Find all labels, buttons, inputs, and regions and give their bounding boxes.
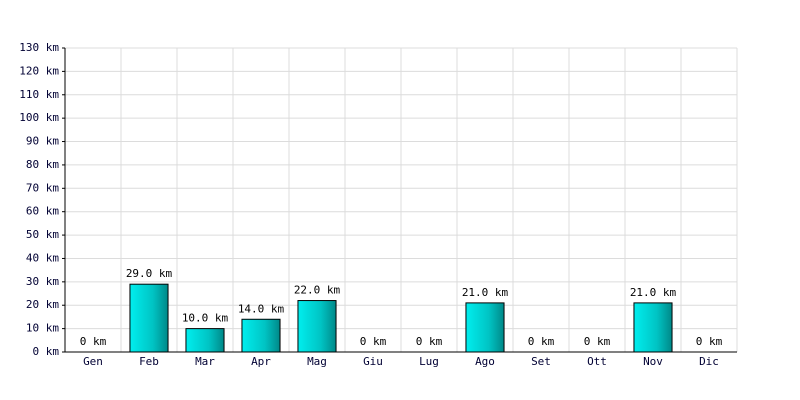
y-tick-label: 20 km: [26, 298, 59, 311]
x-tick-label: Ott: [587, 355, 607, 368]
x-tick-label: Ago: [475, 355, 495, 368]
value-label: 0 km: [584, 335, 611, 348]
x-tick-label: Set: [531, 355, 551, 368]
bar: [633, 302, 673, 353]
y-tick-label: 70 km: [26, 181, 59, 194]
x-tick-label: Apr: [251, 355, 271, 368]
bar: [297, 300, 337, 353]
x-tick-label: Mag: [307, 355, 327, 368]
value-label: 10.0 km: [182, 312, 229, 325]
value-label: 0 km: [416, 335, 443, 348]
value-label: 0 km: [696, 335, 723, 348]
value-label: 14.0 km: [238, 302, 285, 315]
x-tick-label: Dic: [699, 355, 719, 368]
x-tick-label: Gen: [83, 355, 103, 368]
y-tick-label: 130 km: [19, 41, 59, 54]
bar: [241, 318, 281, 353]
value-label: 0 km: [360, 335, 387, 348]
y-tick-label: 40 km: [26, 251, 59, 264]
bar: [129, 283, 169, 353]
value-label: 29.0 km: [126, 267, 173, 280]
y-tick-label: 10 km: [26, 322, 59, 335]
value-label: 21.0 km: [462, 286, 509, 299]
x-tick-label: Mar: [195, 355, 215, 368]
y-tick-label: 110 km: [19, 88, 59, 101]
y-tick-label: 90 km: [26, 135, 59, 148]
x-tick-label: Lug: [419, 355, 439, 368]
value-label: 22.0 km: [294, 284, 341, 297]
x-tick-label: Giu: [363, 355, 383, 368]
y-tick-label: 80 km: [26, 158, 59, 171]
x-tick-label: Nov: [643, 355, 663, 368]
bar: [185, 328, 225, 353]
y-tick-label: 60 km: [26, 205, 59, 218]
bar: [465, 302, 505, 353]
value-label: 0 km: [80, 335, 107, 348]
y-tick-label: 50 km: [26, 228, 59, 241]
y-tick-label: 30 km: [26, 275, 59, 288]
y-tick-label: 100 km: [19, 111, 59, 124]
x-tick-label: Feb: [139, 355, 159, 368]
y-tick-label: 0 km: [33, 345, 60, 358]
y-tick-label: 120 km: [19, 64, 59, 77]
value-label: 0 km: [528, 335, 555, 348]
value-label: 21.0 km: [630, 286, 677, 299]
